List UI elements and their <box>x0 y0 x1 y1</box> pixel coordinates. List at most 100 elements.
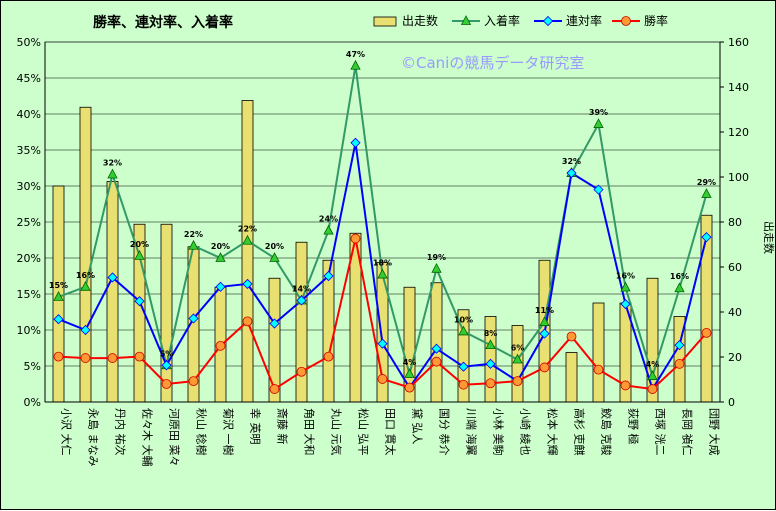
y1-tick-label: 40% <box>17 108 41 121</box>
data-label: 32% <box>103 158 122 167</box>
line-point <box>377 268 388 279</box>
x-tick-label: 黛 弘人 <box>411 408 424 445</box>
line-point <box>458 379 469 390</box>
line-point <box>350 233 361 244</box>
line-point <box>134 249 145 260</box>
y2-tick-label: 60 <box>728 261 742 274</box>
line-point <box>53 351 64 362</box>
data-label: 19% <box>427 253 446 262</box>
line-point <box>404 382 415 393</box>
data-label: 18% <box>373 259 392 268</box>
y1-tick-label: 0% <box>24 396 41 409</box>
x-tick-label: 松山 弘平 <box>357 408 371 456</box>
x-tick-label: 田口 貫太 <box>384 408 397 456</box>
line-point <box>485 378 496 389</box>
line-point <box>431 356 442 367</box>
line-point <box>242 278 253 289</box>
y1-tick-label: 20% <box>17 252 41 265</box>
legend-marker <box>621 16 631 26</box>
data-label: 4% <box>403 358 417 367</box>
chart-title: 勝率、連対率、入着率 <box>93 14 233 31</box>
x-tick-label: 角田 大和 <box>303 408 317 456</box>
line-point <box>107 353 118 363</box>
bar <box>565 352 578 403</box>
line-point <box>188 313 199 324</box>
bar <box>268 277 281 403</box>
line-point <box>323 351 334 362</box>
line-point <box>350 59 361 70</box>
x-tick-label: 小沢 大仁 <box>60 408 74 456</box>
line-point <box>458 361 469 372</box>
x-tick-label: 幸 英明 <box>249 408 263 445</box>
bar <box>322 259 335 403</box>
data-label: 22% <box>238 225 257 234</box>
data-label: 6% <box>511 344 525 353</box>
line-point <box>188 376 199 387</box>
bar <box>160 223 173 403</box>
line-point <box>80 353 91 363</box>
y2-tick-label: 40 <box>728 306 742 319</box>
watermark-text: ©Caniの競馬データ研究室 <box>401 54 584 72</box>
line-point <box>404 368 415 378</box>
line-point <box>701 232 712 243</box>
bar <box>700 214 713 403</box>
x-tick-label: 松本 大輝 <box>546 408 560 456</box>
line-point <box>134 351 145 362</box>
line-point <box>566 167 577 179</box>
data-label: 29% <box>697 178 716 187</box>
x-tick-label: 秋山 稔樹 <box>195 408 209 456</box>
line-point <box>512 376 523 387</box>
x-tick-label: 菊沢 一樹 <box>222 408 236 456</box>
line-point <box>53 314 64 325</box>
line-point <box>107 272 118 283</box>
line-point <box>431 343 442 354</box>
line-point <box>53 291 64 301</box>
y2-axis-label: 出走数 <box>762 221 776 254</box>
line-point <box>647 384 658 394</box>
line-point <box>242 316 253 327</box>
legend-label: 勝率 <box>644 13 668 28</box>
line-point <box>647 370 658 380</box>
data-label: 16% <box>616 272 635 281</box>
x-tick-label: 丹内 祐次 <box>114 408 128 456</box>
y1-tick-label: 10% <box>17 324 41 337</box>
y1-tick-label: 5% <box>24 360 41 373</box>
line-point <box>539 362 550 373</box>
line-point <box>215 281 226 292</box>
bar <box>106 181 119 403</box>
line-point <box>161 379 172 389</box>
line-point <box>593 118 604 128</box>
x-tick-label: 丸山 元気 <box>330 408 344 456</box>
data-label: 4% <box>646 360 660 369</box>
legend-marker <box>460 15 472 25</box>
x-tick-label: 永島 まなみ <box>87 408 101 467</box>
line-point <box>350 137 361 148</box>
line-point <box>377 338 388 349</box>
line-point <box>323 270 334 282</box>
x-tick-label: 佐々木 大輔 <box>141 408 155 467</box>
line-point <box>566 331 577 342</box>
line-point <box>593 184 604 195</box>
y2-tick-label: 100 <box>728 171 749 184</box>
line-point <box>701 188 712 198</box>
line-point <box>674 282 685 293</box>
y1-tick-label: 35% <box>17 144 41 157</box>
bar <box>511 325 524 403</box>
data-label: 16% <box>670 272 689 281</box>
data-label: 15% <box>49 281 68 290</box>
x-tick-label: 鮫島 克駿 <box>600 408 614 456</box>
y1-tick-label: 50% <box>17 36 41 49</box>
x-tick-label: 西塚 洸二 <box>654 408 668 456</box>
y2-tick-label: 80 <box>728 216 742 229</box>
line-point <box>674 340 685 351</box>
x-tick-label: 高杉 吏麒 <box>573 408 587 456</box>
line-point <box>269 384 280 394</box>
data-label: 14% <box>292 284 311 293</box>
data-label: 10% <box>454 315 473 324</box>
line-point <box>620 380 631 391</box>
y2-tick-label: 0 <box>728 396 735 409</box>
data-label: 20% <box>130 240 149 249</box>
legend-label: 出走数 <box>402 13 438 28</box>
line-point <box>323 224 334 235</box>
